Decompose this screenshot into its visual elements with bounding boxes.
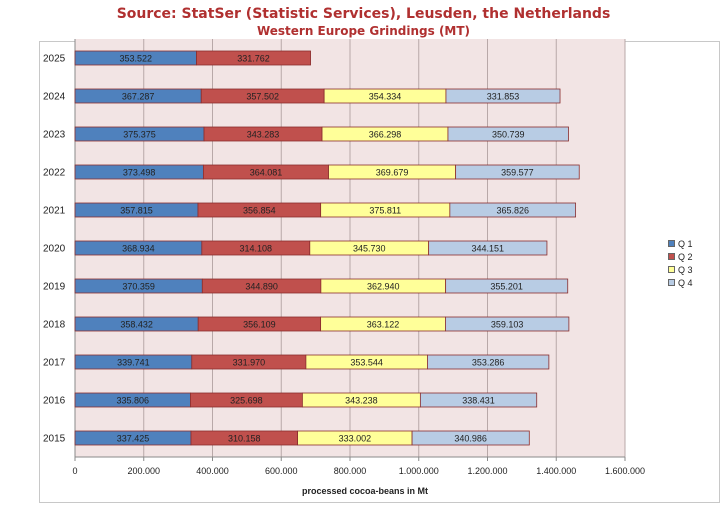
bar-segment (445, 278, 569, 294)
bar-segment (428, 240, 548, 256)
data-label: 366.298 (369, 130, 402, 140)
x-tick-label: 600.000 (265, 466, 298, 476)
data-label: 353.544 (350, 358, 383, 368)
data-label: 357.815 (120, 206, 153, 216)
data-label: 314.108 (240, 244, 273, 254)
x-tick-label: 200.000 (127, 466, 160, 476)
x-axis-title: processed cocoa-beans in Mt (302, 486, 428, 496)
bar-segment (449, 202, 577, 218)
data-label: 331.762 (237, 54, 270, 64)
y-tick-label: 2016 (43, 396, 66, 407)
y-tick-label: 2020 (43, 244, 66, 255)
legend-label: Q 1 (678, 238, 693, 249)
data-label: 325.698 (230, 396, 263, 406)
bar-segment (411, 430, 530, 446)
data-label: 375.375 (123, 130, 156, 140)
bar-segment (455, 164, 580, 180)
legend-label: Q 2 (678, 251, 693, 262)
y-tick-label: 2015 (43, 434, 66, 445)
y-tick-label: 2022 (43, 168, 66, 179)
chart-subtitle: Western Europe Grindings (MT) (256, 24, 471, 38)
data-label: 331.970 (233, 358, 266, 368)
x-tick-label: 1.600.000 (605, 466, 645, 476)
legend-swatch (668, 266, 675, 273)
y-tick-label: 2025 (43, 54, 66, 65)
data-label: 362.940 (367, 282, 400, 292)
data-label: 370.359 (122, 282, 155, 292)
data-label: 339.741 (117, 358, 150, 368)
data-label: 310.158 (228, 434, 261, 444)
data-label: 369.679 (376, 168, 409, 178)
bar-segment (419, 392, 538, 408)
y-tick-label: 2018 (43, 320, 66, 331)
data-label: 356.854 (243, 206, 276, 216)
data-label: 356.109 (243, 320, 276, 330)
x-tick-label: 1.000.000 (399, 466, 439, 476)
data-label: 373.498 (123, 168, 156, 178)
data-label: 340.986 (454, 434, 487, 444)
data-label: 357.502 (246, 92, 279, 102)
data-label: 353.286 (472, 358, 505, 368)
bar-segment (447, 126, 569, 142)
y-tick-label: 2021 (43, 206, 66, 217)
x-tick-label: 800.000 (334, 466, 367, 476)
legend-item: Q 1 (668, 237, 693, 250)
data-label: 353.522 (119, 54, 152, 64)
data-label: 338.431 (462, 396, 495, 406)
x-tick-label: 400.000 (196, 466, 229, 476)
x-tick-label: 0 (72, 466, 77, 476)
legend-swatch (668, 240, 675, 247)
data-label: 359.577 (501, 168, 534, 178)
bar-segment (445, 316, 570, 332)
legend: Q 1 Q 2 Q 3 Q 4 (668, 237, 693, 289)
data-label: 358.432 (120, 320, 153, 330)
data-label: 333.002 (339, 434, 372, 444)
data-label: 375.811 (369, 206, 401, 216)
data-label: 344.890 (245, 282, 278, 292)
legend-swatch (668, 279, 675, 286)
data-label: 343.238 (345, 396, 378, 406)
data-label: 355.201 (490, 282, 523, 292)
data-label: 368.934 (122, 244, 155, 254)
data-label: 359.103 (491, 320, 524, 330)
data-label: 343.283 (247, 130, 280, 140)
legend-label: Q 4 (678, 277, 693, 288)
y-tick-label: 2024 (43, 92, 66, 103)
legend-item: Q 2 (668, 250, 693, 263)
bar-segment (427, 354, 550, 370)
legend-swatch (668, 253, 675, 260)
y-tick-label: 2017 (43, 358, 66, 369)
y-tick-label: 2023 (43, 130, 66, 141)
data-label: 354.334 (369, 92, 402, 102)
x-tick-label: 1.400.000 (536, 466, 576, 476)
y-tick-label: 2019 (43, 282, 66, 293)
bar-segment (196, 50, 311, 66)
data-label: 337.425 (117, 434, 150, 444)
legend-item: Q 4 (668, 276, 693, 289)
data-label: 335.806 (116, 396, 149, 406)
data-label: 345.730 (353, 244, 386, 254)
data-label: 367.287 (122, 92, 155, 102)
data-label: 365.826 (496, 206, 529, 216)
bar-segment (445, 88, 561, 104)
legend-item: Q 3 (668, 263, 693, 276)
legend-label: Q 3 (678, 264, 693, 275)
data-label: 364.081 (250, 168, 283, 178)
x-tick-label: 1.200.000 (467, 466, 507, 476)
chart-title: Source: StatSer (Statistic Services), Le… (116, 6, 611, 22)
data-label: 363.122 (367, 320, 400, 330)
data-label: 331.853 (487, 92, 520, 102)
data-label: 344.151 (472, 244, 505, 254)
data-label: 350.739 (492, 130, 525, 140)
